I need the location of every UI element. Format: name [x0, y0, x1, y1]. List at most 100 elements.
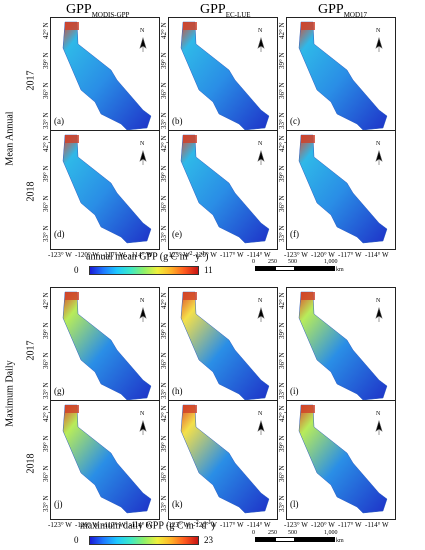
lat-tick-label: 36° N [42, 195, 50, 212]
year-label-max-2018: 2018 [25, 453, 37, 474]
column-title-mod17: GPPMOD17 [318, 2, 368, 19]
north-label: N [258, 411, 263, 417]
map-panel: N (d) [50, 130, 160, 250]
lon-tick-label: -120° W [193, 521, 217, 529]
scalebar-daily-seg3 [295, 537, 335, 542]
north-arrow-icon [139, 36, 147, 52]
colorbar-title-daily: maximum daily GPP (g C m-2 d-1) [80, 520, 215, 532]
panel-label: (e) [172, 229, 182, 239]
lat-tick-label: 36° N [278, 195, 286, 212]
north-arrow-icon [139, 149, 147, 165]
lat-tick-label: 39° N [278, 52, 286, 69]
map-panel: N (h) [168, 287, 278, 407]
panel-label: (h) [172, 386, 183, 396]
california-map [180, 21, 270, 131]
map-panel: N (b) [168, 17, 278, 137]
lat-tick-label: 36° N [160, 82, 168, 99]
lat-tick-label: 39° N [160, 322, 168, 339]
colorbar-max-annual: 11 [204, 265, 213, 275]
california-map [62, 21, 152, 131]
california-map [298, 134, 388, 244]
lon-tick-label: -120° W [311, 251, 335, 259]
scalebar-daily-seg1 [255, 537, 275, 542]
panel-label: (c) [290, 116, 300, 126]
north-label: N [258, 141, 263, 147]
scalebar-daily-unit: km [336, 538, 344, 544]
lon-tick-label: -114° W [247, 251, 271, 259]
lat-tick-label: 39° N [278, 435, 286, 452]
year-label-mean-2017: 2017 [25, 70, 37, 91]
north-label: N [140, 28, 145, 34]
california-map [180, 134, 270, 244]
panel-label: (k) [172, 499, 183, 509]
panel-label: (i) [290, 386, 299, 396]
lat-tick-label: 33° N [278, 225, 286, 242]
lat-tick-label: 42° N [42, 405, 50, 422]
panel-label: (d) [54, 229, 65, 239]
california-map [180, 291, 270, 401]
scalebar-annual-label-1000: 1,000 [324, 259, 338, 265]
scalebar-annual-seg1 [255, 266, 275, 271]
column-title-modis-gpp: GPPMODIS-GPP [66, 2, 130, 19]
lon-tick-label: -117° W [102, 521, 126, 529]
section-label-mean-annual: Mean Annual [4, 111, 16, 166]
lon-tick-label: -117° W [102, 251, 126, 259]
north-arrow-icon [375, 419, 383, 435]
north-label: N [140, 141, 145, 147]
section-label-maximum-daily: Maximum Daily [4, 360, 16, 427]
lat-tick-label: 42° N [278, 405, 286, 422]
lon-tick-label: -120° W [311, 521, 335, 529]
lon-tick-label: -123° W [284, 251, 308, 259]
north-arrow-icon [375, 306, 383, 322]
lon-tick-label: -120° W [75, 251, 99, 259]
colorbar-daily [89, 536, 199, 545]
colorbar-min-annual: 0 [74, 265, 79, 275]
scalebar-annual-label-0: 0 [252, 259, 255, 265]
lon-tick-label: -123° W [284, 521, 308, 529]
lat-tick-label: 33° N [42, 382, 50, 399]
lat-tick-label: 39° N [160, 435, 168, 452]
colorbar-title-annual: annual mean GPP (g C m-2 y-1) [86, 251, 209, 263]
map-panel: N (c) [286, 17, 396, 137]
lon-tick-label: -123° W [48, 521, 72, 529]
panel-label: (b) [172, 116, 183, 126]
panel-label: (g) [54, 386, 65, 396]
lon-tick-label: -120° W [75, 521, 99, 529]
column-title-ec-lue: GPPEC-LUE [200, 2, 251, 19]
panel-label: (a) [54, 116, 64, 126]
map-panel: N (g) [50, 287, 160, 407]
scalebar-annual-unit: km [336, 267, 344, 273]
lat-tick-label: 36° N [160, 195, 168, 212]
north-arrow-icon [375, 36, 383, 52]
map-panel: N (a) [50, 17, 160, 137]
lat-tick-label: 33° N [160, 112, 168, 129]
california-map [180, 404, 270, 514]
scalebar-annual-label-500: 500 [288, 259, 297, 265]
scalebar-daily-seg2 [275, 537, 295, 542]
california-map [298, 291, 388, 401]
lon-tick-label: -114° W [365, 521, 389, 529]
lon-tick-label: -114° W [247, 521, 271, 529]
scalebar-annual-label-250: 250 [268, 259, 277, 265]
map-panel: N (l) [286, 400, 396, 520]
scalebar-daily-label-500: 500 [288, 530, 297, 536]
lat-tick-label: 33° N [278, 495, 286, 512]
lat-tick-label: 36° N [160, 352, 168, 369]
north-label: N [376, 411, 381, 417]
north-arrow-icon [257, 419, 265, 435]
lon-tick-label: -114° W [129, 521, 153, 529]
panel-label: (f) [290, 229, 299, 239]
lat-tick-label: 42° N [160, 22, 168, 39]
north-label: N [140, 411, 145, 417]
lon-tick-label: -117° W [220, 251, 244, 259]
year-label-mean-2018: 2018 [25, 181, 37, 202]
lat-tick-label: 33° N [278, 112, 286, 129]
lat-tick-label: 36° N [42, 352, 50, 369]
lon-tick-label: -120° W [193, 251, 217, 259]
north-arrow-icon [139, 419, 147, 435]
north-arrow-icon [375, 149, 383, 165]
north-arrow-icon [257, 36, 265, 52]
scalebar-daily-label-250: 250 [268, 530, 277, 536]
north-arrow-icon [139, 306, 147, 322]
year-label-max-2017: 2017 [25, 340, 37, 361]
